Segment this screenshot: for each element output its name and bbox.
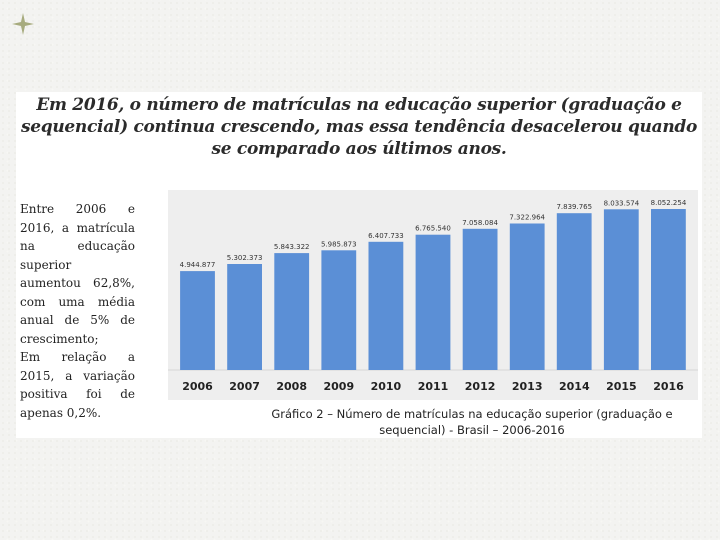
bar-2012 — [462, 228, 498, 370]
data-label-2010: 6.407.733 — [368, 232, 404, 240]
bar-2008 — [274, 253, 310, 370]
data-label-2014: 7.839.765 — [556, 203, 592, 211]
data-label-2016: 8.052.254 — [651, 199, 687, 207]
summary-paragraph-growth: Entre 2006 e 2016, a matrícula na educaç… — [20, 202, 135, 346]
bar-2007 — [227, 264, 262, 370]
chart-svg: 4.944.877 2006 5.302.373 2007 5.843.322 2008 5… — [168, 199, 698, 393]
x-tick-label-2016: 2016 — [653, 380, 684, 393]
bar-2011 — [415, 234, 451, 370]
x-tick-label-2006: 2006 — [182, 380, 213, 393]
data-label-2008: 5.843.322 — [274, 243, 310, 251]
bar-2010 — [368, 241, 404, 370]
bar-2016 — [651, 209, 686, 370]
slide-title: Em 2016, o número de matrículas na educa… — [20, 95, 698, 159]
x-tick-label-2014: 2014 — [559, 380, 590, 393]
x-tick-label-2007: 2007 — [229, 380, 260, 393]
data-label-2012: 7.058.084 — [462, 219, 498, 227]
summary-text: Entre 2006 e 2016, a matrícula na educaç… — [20, 200, 135, 422]
summary-paragraph-variation: Em relação a 2015, a variação positiva f… — [20, 350, 135, 420]
x-tick-label-2008: 2008 — [276, 380, 307, 393]
x-tick-label-2013: 2013 — [512, 380, 543, 393]
x-tick-label-2012: 2012 — [465, 380, 496, 393]
x-tick-label-2011: 2011 — [418, 380, 449, 393]
bar-2014 — [556, 213, 592, 370]
data-label-2011: 6.765.540 — [415, 225, 451, 233]
data-label-2013: 7.322.964 — [509, 214, 545, 222]
bar-2006 — [180, 271, 215, 370]
bar-2009 — [321, 250, 357, 370]
bar-2013 — [509, 223, 545, 370]
chart-caption: Gráfico 2 – Número de matrículas na educ… — [271, 407, 673, 437]
x-tick-label-2009: 2009 — [323, 380, 354, 393]
enrollment-bar-chart: 4.944.877 2006 5.302.373 2007 5.843.322 2008 5… — [168, 190, 698, 400]
slide: Em 2016, o número de matrículas na educa… — [16, 92, 702, 438]
data-label-2007: 5.302.373 — [227, 254, 263, 262]
bar-2015 — [603, 209, 639, 370]
data-label-2006: 4.944.877 — [180, 261, 216, 269]
x-tick-label-2010: 2010 — [371, 380, 402, 393]
data-label-2015: 8.033.574 — [604, 199, 640, 207]
decorative-star-icon — [12, 13, 34, 35]
data-label-2009: 5.985.873 — [321, 240, 357, 248]
x-tick-label-2015: 2015 — [606, 380, 637, 393]
